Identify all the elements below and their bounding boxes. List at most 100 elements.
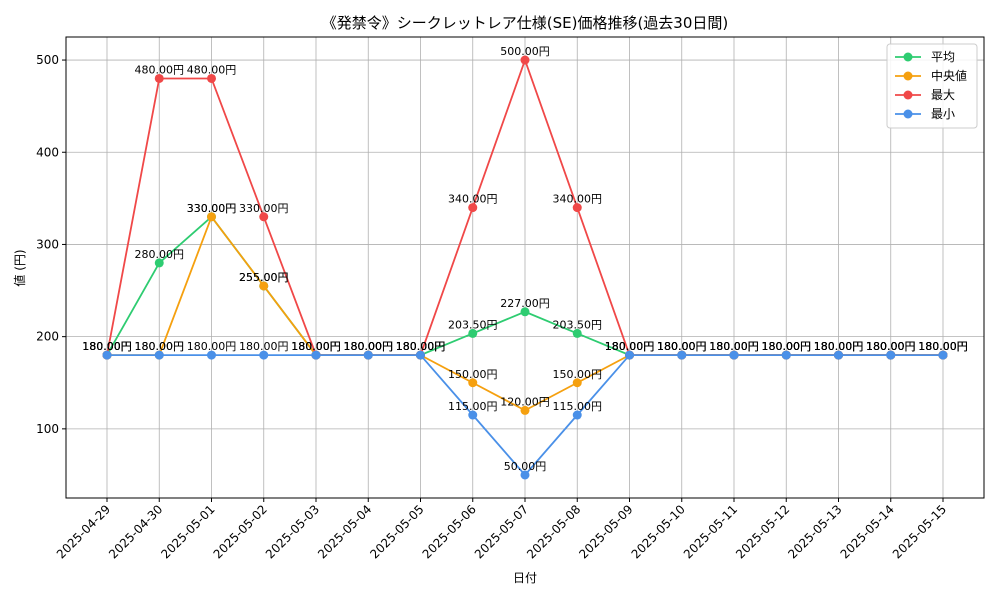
series-2-point bbox=[520, 405, 530, 415]
x-tick-label: 2025-05-07 bbox=[472, 502, 531, 561]
series-2-data-label: 120.00円 bbox=[500, 395, 550, 408]
x-tick-label: 2025-05-01 bbox=[158, 502, 217, 561]
series-4-point bbox=[363, 350, 373, 360]
series-lines bbox=[102, 55, 948, 480]
series-1-data-label: 330.00円 bbox=[187, 202, 237, 215]
legend-marker-3 bbox=[903, 90, 913, 100]
series-2-data-label: 180.00円 bbox=[657, 340, 707, 353]
series-2-data-label: 180.00円 bbox=[709, 340, 759, 353]
series-1-data-label: 180.00円 bbox=[709, 340, 759, 353]
series-3-data-label: 180.00円 bbox=[866, 340, 916, 353]
y-tick-label: 300 bbox=[36, 237, 59, 251]
series-2-data-label: 180.00円 bbox=[135, 340, 185, 353]
series-1-data-label: 180.00円 bbox=[291, 340, 341, 353]
x-tick-label: 2025-05-04 bbox=[315, 502, 374, 561]
series-1-data-label: 180.00円 bbox=[344, 340, 394, 353]
series-1-data-label: 280.00円 bbox=[135, 248, 185, 261]
series-2-data-label: 255.00円 bbox=[239, 271, 289, 284]
series-4-point bbox=[520, 470, 530, 480]
series-4-data-label: 180.00円 bbox=[239, 340, 289, 353]
x-tick-label: 2025-05-12 bbox=[733, 502, 792, 561]
series-4-data-label: 180.00円 bbox=[187, 340, 237, 353]
series-4-point bbox=[834, 350, 843, 360]
series-1-data-label: 227.00円 bbox=[500, 297, 550, 310]
series-3-data-label: 480.00円 bbox=[187, 63, 237, 76]
series-1-data-label: 180.00円 bbox=[605, 340, 655, 353]
series-1-data-label: 180.00円 bbox=[918, 340, 968, 353]
series-2-data-label: 180.00円 bbox=[605, 340, 655, 353]
series-3-point bbox=[259, 212, 269, 222]
series-3-point bbox=[207, 73, 216, 83]
series-4-data-label: 115.00円 bbox=[448, 400, 498, 413]
series-4-data-label: 180.00円 bbox=[657, 340, 707, 353]
series-4-data-label: 180.00円 bbox=[135, 340, 185, 353]
series-2-data-label: 330.00円 bbox=[187, 202, 237, 215]
legend-label-1: 平均 bbox=[931, 50, 955, 64]
series-4-data-label: 180.00円 bbox=[291, 340, 341, 353]
series-3-data-label: 180.00円 bbox=[657, 340, 707, 353]
x-tick-label: 2025-05-15 bbox=[890, 502, 949, 561]
y-axis-label: 値 (円) bbox=[12, 249, 27, 286]
series-3-data-label: 180.00円 bbox=[396, 340, 446, 353]
series-4-point bbox=[938, 350, 948, 360]
series-3-data-label: 500.00円 bbox=[500, 45, 550, 58]
series-2-data-label: 180.00円 bbox=[291, 340, 341, 353]
legend-label-2: 中央値 bbox=[931, 68, 967, 83]
series-3-data-label: 180.00円 bbox=[344, 340, 394, 353]
x-tick-label: 2025-05-06 bbox=[420, 502, 479, 561]
series-4-point bbox=[207, 350, 216, 360]
x-tick-label: 2025-05-03 bbox=[263, 502, 322, 561]
series-3-point bbox=[468, 203, 478, 213]
series-4-data-label: 180.00円 bbox=[344, 340, 394, 353]
series-2-data-label: 150.00円 bbox=[448, 368, 498, 381]
series-4-data-label: 115.00円 bbox=[553, 400, 603, 413]
x-tick-label: 2025-05-02 bbox=[211, 502, 270, 561]
legend-label-4: 最小 bbox=[931, 107, 955, 121]
series-3-data-label: 340.00円 bbox=[553, 193, 603, 206]
y-tick-label: 100 bbox=[36, 422, 59, 436]
series-3-data-label: 480.00円 bbox=[135, 63, 185, 76]
series-2-data-label: 180.00円 bbox=[918, 340, 968, 353]
x-tick-label: 2025-05-10 bbox=[629, 502, 688, 561]
series-1-point bbox=[520, 307, 530, 317]
x-tick-label: 2025-05-08 bbox=[524, 502, 583, 561]
series-3-data-label: 180.00円 bbox=[82, 340, 132, 353]
series-4-data-label: 180.00円 bbox=[918, 340, 968, 353]
series-2-point bbox=[207, 212, 216, 222]
series-3-point bbox=[520, 55, 530, 65]
series-4-data-label: 180.00円 bbox=[396, 340, 446, 353]
series-3-data-label: 180.00円 bbox=[605, 340, 655, 353]
series-1-data-label: 180.00円 bbox=[866, 340, 916, 353]
series-1-data-label: 203.50円 bbox=[553, 318, 603, 331]
series-3-data-label: 180.00円 bbox=[918, 340, 968, 353]
legend-marker-4 bbox=[903, 109, 913, 119]
series-1-data-label: 180.00円 bbox=[396, 340, 446, 353]
series-2-data-label: 180.00円 bbox=[344, 340, 394, 353]
legend-marker-1 bbox=[903, 52, 913, 62]
series-4-point bbox=[729, 350, 739, 360]
series-2-point bbox=[259, 281, 269, 291]
series-4-point bbox=[154, 350, 164, 360]
x-tick-label: 2025-05-05 bbox=[367, 502, 426, 561]
legend-marker-2 bbox=[903, 71, 913, 81]
series-4-point bbox=[572, 410, 582, 420]
series-1-data-label: 180.00円 bbox=[814, 340, 864, 353]
series-4-point bbox=[102, 350, 112, 360]
series-1-data-label: 180.00円 bbox=[657, 340, 707, 353]
series-4-data-label: 180.00円 bbox=[82, 340, 132, 353]
series-3-point bbox=[154, 73, 164, 83]
series-4-data-label: 50.00円 bbox=[504, 460, 547, 473]
legend-box bbox=[886, 43, 978, 129]
series-2-data-label: 180.00円 bbox=[866, 340, 916, 353]
series-3-data-label: 180.00円 bbox=[814, 340, 864, 353]
series-2-data-label: 180.00円 bbox=[814, 340, 864, 353]
series-2-data-label: 180.00円 bbox=[396, 340, 446, 353]
x-tick-label: 2025-05-11 bbox=[681, 502, 740, 561]
series-2-data-label: 150.00円 bbox=[553, 368, 603, 381]
grid-lines bbox=[66, 37, 984, 498]
series-1-point bbox=[572, 328, 582, 338]
